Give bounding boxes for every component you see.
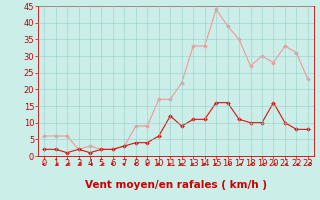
- X-axis label: Vent moyen/en rafales ( km/h ): Vent moyen/en rafales ( km/h ): [85, 180, 267, 190]
